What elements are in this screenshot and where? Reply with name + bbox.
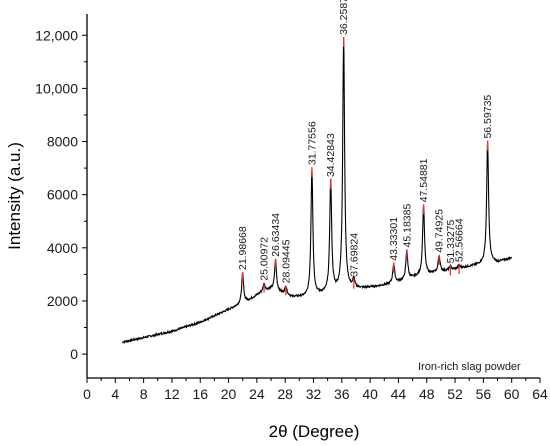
x-tick-label: 12 (164, 386, 180, 402)
peak-label: 26.63434 (270, 213, 282, 257)
peak-label: 28.09445 (280, 239, 292, 283)
peak-label: 47.54881 (418, 158, 430, 202)
peak-label: 31.77556 (306, 121, 318, 165)
x-tick-label: 4 (111, 386, 119, 402)
x-tick-label: 8 (140, 386, 148, 402)
x-tick-label: 24 (249, 386, 265, 402)
peak-label: 43.33301 (388, 217, 400, 261)
plot-axes (86, 14, 540, 379)
y-tick-label: 8000 (47, 134, 78, 150)
y-axis-title: Intensity (a.u.) (5, 142, 24, 250)
x-tick-label: 32 (306, 386, 322, 402)
peak-label: 36.2587 (338, 0, 350, 35)
y-axis-ticks: 0 2000 4000 6000 8000 10,000 12,000 (35, 27, 87, 362)
peak-label: 37.69824 (348, 233, 360, 277)
x-axis-title: 2θ (Degree) (269, 422, 360, 441)
x-tick-label: 48 (419, 386, 435, 402)
y-tick-label: 4000 (47, 240, 78, 256)
x-tick-label: 20 (221, 386, 237, 402)
peak-label: 56.59735 (482, 95, 494, 139)
x-tick-label: 40 (362, 386, 378, 402)
x-tick-label: 36 (334, 386, 350, 402)
y-tick-label: 2000 (47, 293, 78, 309)
y-tick-label: 0 (70, 346, 78, 362)
y-tick-label: 12,000 (35, 27, 78, 43)
x-tick-label: 56 (476, 386, 492, 402)
peak-markers (241, 36, 489, 296)
peak-label: 34.42843 (325, 133, 337, 177)
x-axis-ticks: 0 4 8 12 16 20 24 28 32 36 40 44 48 52 56 60 64 (83, 378, 548, 402)
y-tick-label: 10,000 (35, 80, 78, 96)
x-tick-label: 16 (192, 386, 208, 402)
series-line (122, 37, 513, 345)
peak-label: 49.74925 (434, 209, 446, 253)
peak-label: 25.00972 (259, 237, 271, 281)
x-tick-label: 28 (277, 386, 293, 402)
peak-label: 52.56664 (454, 218, 466, 262)
peak-label: 21.98668 (237, 226, 249, 270)
x-tick-label: 64 (532, 386, 548, 402)
x-tick-label: 44 (391, 386, 407, 402)
peak-label: 51.33275 (445, 219, 457, 263)
annotation-text: Iron-rich slag powder (418, 361, 521, 373)
x-tick-label: 60 (504, 386, 520, 402)
y-tick-label: 6000 (47, 187, 78, 203)
peak-label: 45.18385 (401, 204, 413, 248)
x-tick-label: 52 (447, 386, 463, 402)
x-tick-label: 0 (83, 386, 91, 402)
